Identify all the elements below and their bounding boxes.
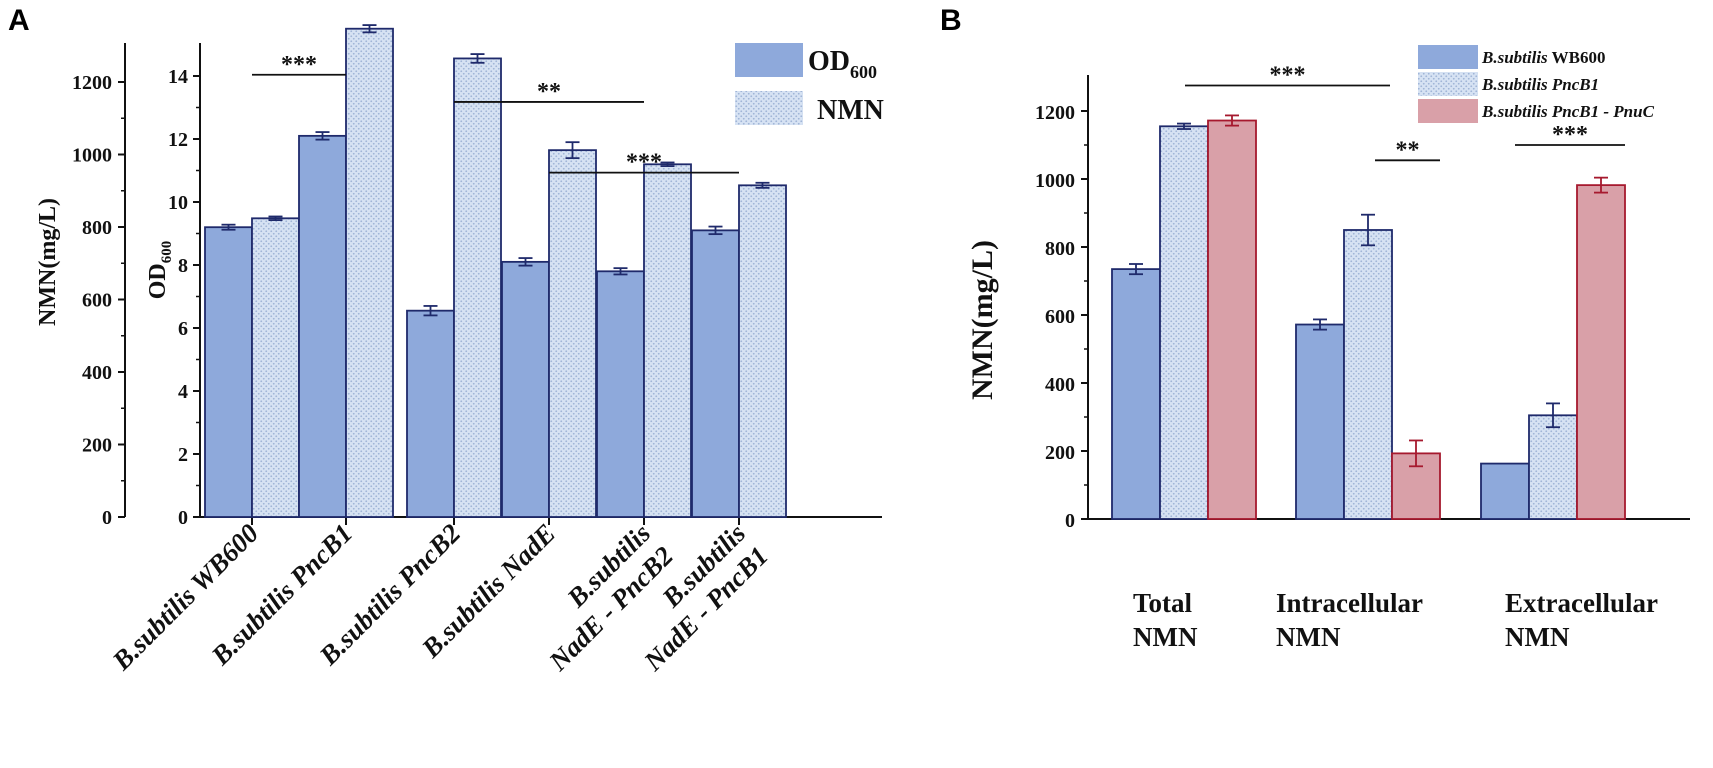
panel-a-letter: A (8, 4, 30, 37)
panel-b-tick-label: 0 (1065, 510, 1075, 532)
legend-label-wb600-italic: B.subtilis (1481, 48, 1548, 67)
panel-a-nmn-axis: 0 200 400 600 800 1000 1200 (72, 43, 126, 529)
legend-label-od600-main: OD (808, 46, 850, 77)
panel-a-legend: OD600 NMN (735, 43, 884, 126)
panel-a-od-axis-title-main: OD (145, 263, 171, 299)
panel-a-bar-od600 (204, 226, 253, 518)
panel-b-tick-label: 600 (1045, 306, 1075, 328)
panel-a-od-tick-label: 12 (168, 129, 188, 151)
panel-a-od-tick-label: 0 (178, 507, 188, 529)
panel-b-bar (1528, 414, 1578, 520)
panel-a-nmn-tick-label: 400 (82, 362, 112, 384)
panel-b-category-line1: Total (1133, 588, 1193, 618)
panel-b-bar (1111, 268, 1161, 520)
panel-b-bar (1343, 229, 1393, 520)
panel-b-bar (1480, 462, 1530, 520)
panel-b-bar (1207, 119, 1257, 520)
panel-b-letter: B (940, 4, 962, 37)
panel-a-od-tick-label: 8 (178, 255, 188, 277)
panel-b-significance: ******** (1185, 63, 1625, 163)
panel-a-bar-od600 (298, 134, 347, 518)
panel-a-nmn-axis-title: NMN(mg/L) (35, 198, 61, 326)
panel-b-category-line2: NMN (1505, 622, 1570, 652)
panel-b-tick-label: 1200 (1035, 102, 1075, 124)
panel-a-bar-od600 (501, 260, 550, 518)
panel-a-bar-nmn (738, 184, 787, 518)
panel-b-category-label: Extracellular NMN (1505, 588, 1658, 652)
panel-b-category-label: Intracellular NMN (1276, 588, 1423, 652)
panel-a-bar-od600 (406, 309, 455, 518)
legend-swatch-wb600 (1418, 45, 1478, 69)
panel-b-legend: B.subtilis WB600 B.subtilis PncB1 B.subt… (1418, 45, 1655, 123)
panel-b-category-line2: NMN (1133, 622, 1198, 652)
legend-label-pncb1: B.subtilis PncB1 (1481, 75, 1599, 94)
panel-a-significance-label: ** (537, 79, 561, 105)
legend-label-wb600: B.subtilis WB600 (1481, 48, 1605, 67)
panel-b-significance-label: *** (1270, 63, 1306, 89)
panel-a-od-axis-title: OD600 (145, 241, 175, 300)
panel-a-bar-nmn (548, 149, 597, 518)
panel-b-category-line1: Intracellular (1276, 588, 1423, 618)
panel-a-nmn-tick-label: 800 (82, 217, 112, 239)
panel-a-od-tick-label: 4 (178, 381, 188, 403)
panel-a-bar-nmn (251, 217, 300, 518)
panel-a: A 0 200 400 600 800 1000 1200 0 2 4 6 8 10 12 14 NMN(… (8, 4, 884, 677)
panel-a-nmn-tick-label: 600 (82, 290, 112, 312)
panel-a-bar-od600 (691, 229, 740, 518)
panel-a-bar-nmn (453, 57, 502, 518)
legend-label-od600-sub: 600 (850, 62, 877, 82)
legend-label-nmn: NMN (817, 95, 884, 126)
legend-label-pncb1-pnuc: B.subtilis PncB1 - PnuC (1481, 102, 1655, 121)
panel-b-category-line2: NMN (1276, 622, 1341, 652)
panel-a-nmn-tick-label: 0 (102, 507, 112, 529)
panel-b-significance-label: *** (1552, 122, 1588, 148)
panel-b-bars (1111, 114, 1626, 520)
panel-a-od-tick-label: 10 (168, 192, 188, 214)
panel-a-bar-od600 (596, 270, 645, 518)
panel-a-bar-nmn (345, 27, 394, 518)
legend-swatch-pncb1 (1418, 72, 1478, 96)
legend-swatch-od600 (735, 43, 803, 77)
panel-b-bar (1159, 125, 1209, 520)
panel-a-significance: ******** (252, 52, 739, 176)
panel-a-bars (204, 24, 787, 518)
legend-swatch-nmn (735, 91, 803, 125)
panel-a-od-tick-label: 2 (178, 444, 188, 466)
panel-b-significance-label: ** (1396, 137, 1420, 163)
panel-a-nmn-tick-label: 1000 (72, 145, 112, 167)
panel-a-significance-label: *** (281, 52, 317, 78)
panel-b-bar (1295, 323, 1345, 520)
panel-b-category-line1: Extracellular (1505, 588, 1658, 618)
panel-a-nmn-tick-label: 1200 (72, 72, 112, 94)
panel-a-nmn-tick-label: 200 (82, 435, 112, 457)
panel-a-bar-nmn (643, 163, 692, 518)
legend-swatch-pncb1-pnuc (1418, 99, 1478, 123)
panel-a-od-tick-label: 14 (168, 66, 188, 88)
panel-a-significance-label: *** (626, 150, 662, 176)
legend-label-od600: OD600 (808, 46, 877, 82)
panel-b-bar (1576, 184, 1626, 520)
panel-b-category-labels: Total NMN Intracellular NMN Extracellular NMN (1133, 588, 1658, 652)
panel-b-tick-label: 400 (1045, 374, 1075, 396)
legend-label-wb600-plain: WB600 (1548, 48, 1606, 67)
panel-b-tick-label: 1000 (1035, 170, 1075, 192)
panel-b-tick-label: 200 (1045, 442, 1075, 464)
panel-a-od-tick-label: 6 (178, 318, 188, 340)
panel-a-od-axis-title-sub: 600 (159, 241, 175, 264)
panel-b-axis-title: NMN(mg/L) (966, 240, 999, 400)
panel-b-tick-label: 800 (1045, 238, 1075, 260)
panel-b-category-label: Total NMN (1133, 588, 1198, 652)
